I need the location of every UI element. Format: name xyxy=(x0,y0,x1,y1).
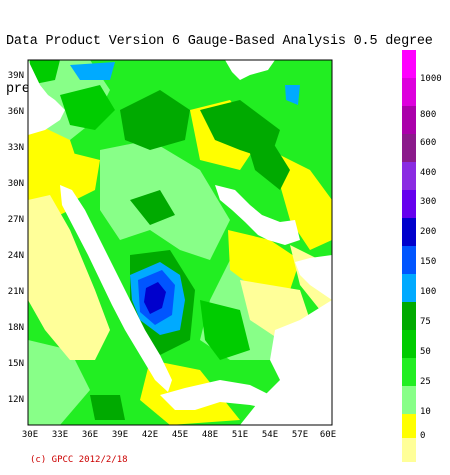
lon-tick-45e: 45E xyxy=(172,430,188,440)
colorbar-label-200: 200 xyxy=(420,227,436,237)
lat-tick-30n: 30N xyxy=(8,179,24,189)
precip-medium-green xyxy=(30,60,250,360)
colorbar-swatch-3 xyxy=(402,106,416,134)
credit-line: (c) GPCC 2012/2/18 xyxy=(30,455,128,465)
lat-tick-15n: 15N xyxy=(8,359,24,369)
colorbar: 1000 800 600 400 300 200 150 100 75 50 2… xyxy=(402,50,442,462)
colorbar-swatch-8 xyxy=(402,246,416,274)
map-frame xyxy=(27,59,333,426)
title-line-1: Data Product Version 6 Gauge-Based Analy… xyxy=(6,34,433,49)
colorbar-swatch-2 xyxy=(402,78,416,106)
colorbar-swatch-13 xyxy=(402,386,416,414)
colorbar-swatch-14 xyxy=(402,414,416,438)
lon-tick-33e: 33E xyxy=(52,430,68,440)
colorbar-swatch-15 xyxy=(402,438,416,462)
lat-tick-33n: 33N xyxy=(8,143,24,153)
colorbar-swatch-12 xyxy=(402,358,416,386)
colorbar-swatch-11 xyxy=(402,330,416,358)
lat-tick-27n: 27N xyxy=(8,215,24,225)
colorbar-label-100: 100 xyxy=(420,287,436,297)
lat-tick-12n: 12N xyxy=(8,395,24,405)
colorbar-label-150: 150 xyxy=(420,257,436,267)
colorbar-label-600: 600 xyxy=(420,138,436,148)
map-panel xyxy=(28,60,332,425)
lat-tick-36n: 36N xyxy=(8,107,24,117)
caspian-sea xyxy=(225,60,275,80)
lon-tick-51e: 51E xyxy=(232,430,248,440)
lon-tick-42e: 42E xyxy=(142,430,158,440)
lon-tick-60e: 60E xyxy=(320,430,336,440)
colorbar-swatch-7 xyxy=(402,218,416,246)
lon-tick-48e: 48E xyxy=(202,430,218,440)
lat-tick-39n: 39N xyxy=(8,71,24,81)
lon-tick-30e: 30E xyxy=(22,430,38,440)
arabian-sea xyxy=(240,300,332,425)
colorbar-swatch-4 xyxy=(402,134,416,162)
longitude-axis: 30E 33E 36E 39E 42E 45E 48E 51E 54E 57E … xyxy=(22,430,336,440)
colorbar-label-1000: 1000 xyxy=(420,74,442,84)
lon-tick-57e: 57E xyxy=(292,430,308,440)
latitude-axis: 39N 36N 33N 30N 27N 24N 21N 18N 15N 12N xyxy=(8,71,24,405)
precip-dark-blue xyxy=(144,282,166,314)
colorbar-label-800: 800 xyxy=(420,110,436,120)
lat-tick-21n: 21N xyxy=(8,287,24,297)
colorbar-label-75: 75 xyxy=(420,317,431,327)
colorbar-swatch-9 xyxy=(402,274,416,302)
colorbar-label-300: 300 xyxy=(420,197,436,207)
colorbar-label-50: 50 xyxy=(420,347,431,357)
colorbar-swatch-5 xyxy=(402,162,416,190)
lat-tick-24n: 24N xyxy=(8,251,24,261)
lon-tick-39e: 39E xyxy=(112,430,128,440)
colorbar-label-0: 0 xyxy=(420,431,425,441)
precip-yellow xyxy=(28,100,332,425)
lon-tick-54e: 54E xyxy=(262,430,278,440)
gulf-of-oman xyxy=(295,255,332,300)
colorbar-swatch-10 xyxy=(402,302,416,330)
mediterranean-sea xyxy=(28,60,65,135)
lat-tick-18n: 18N xyxy=(8,323,24,333)
colorbar-label-25: 25 xyxy=(420,377,431,387)
gulf-of-aden xyxy=(160,380,275,410)
red-sea xyxy=(60,185,172,392)
precip-pale-yellow xyxy=(28,195,332,360)
persian-gulf xyxy=(215,185,300,245)
colorbar-label-10: 10 xyxy=(420,407,431,417)
colorbar-swatch-1 xyxy=(402,50,416,78)
colorbar-swatch-6 xyxy=(402,190,416,218)
colorbar-label-400: 400 xyxy=(420,168,436,178)
lon-tick-36e: 36E xyxy=(82,430,98,440)
